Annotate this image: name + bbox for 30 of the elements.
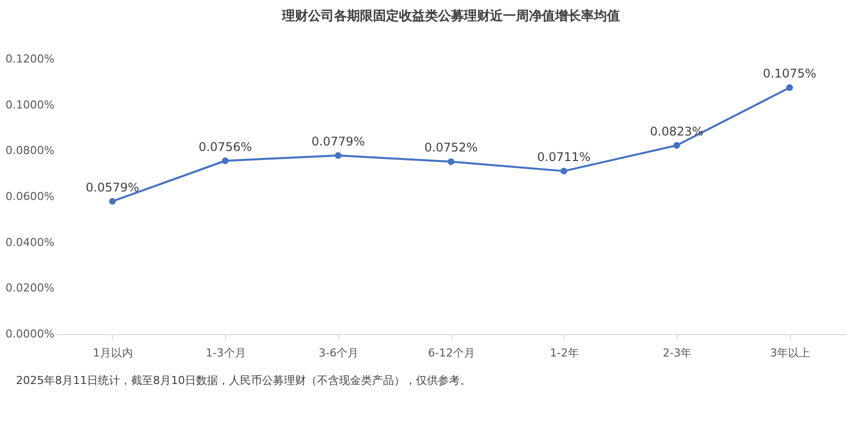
y-tick-label: 0.0800%: [6, 144, 54, 158]
y-tick-label: 0.1000%: [6, 98, 54, 112]
y-tick-label: 0.0200%: [6, 282, 54, 295]
point: [448, 158, 454, 166]
data-label: 0.0711%: [537, 150, 591, 164]
x-tick-label: 1月以内: [92, 346, 133, 360]
y-tick-label: 0.0400%: [6, 236, 54, 249]
data-label: 0.0752%: [424, 140, 478, 155]
x-tick-label: 3-6个月: [318, 346, 359, 360]
chart-title: 理财公司各期限固定收益类公募理财近一周净值增长率均值: [281, 8, 620, 24]
point: [222, 157, 229, 164]
point: [673, 142, 680, 149]
x-tick-label: 1-2年: [550, 346, 579, 360]
point: [334, 152, 342, 159]
data-label: 0.1075%: [762, 66, 816, 81]
x-tick-label: 3年以上: [770, 346, 810, 360]
y-tick-label: 0.1200%: [6, 52, 54, 66]
x-tick-label: 2-3年: [662, 346, 692, 360]
data-label: 0.0823%: [650, 124, 704, 138]
y-tick-label: 0.0600%: [6, 190, 54, 203]
text: 2025年8月11日统计，截至8月10日数据，人民币公募理财（不含现金类产品），仅供参考。: [16, 374, 471, 387]
point: [786, 84, 793, 91]
point: [109, 198, 116, 205]
x-tick-label: 6-12个月: [428, 346, 475, 360]
x-tick-label: 1-3个月: [206, 346, 246, 360]
point: [560, 168, 568, 174]
data-label: 0.0579%: [86, 180, 140, 194]
data-label: 0.0779%: [311, 134, 365, 148]
y-tick-label: 0.0000%: [6, 328, 54, 340]
data-label: 0.0756%: [198, 140, 252, 154]
